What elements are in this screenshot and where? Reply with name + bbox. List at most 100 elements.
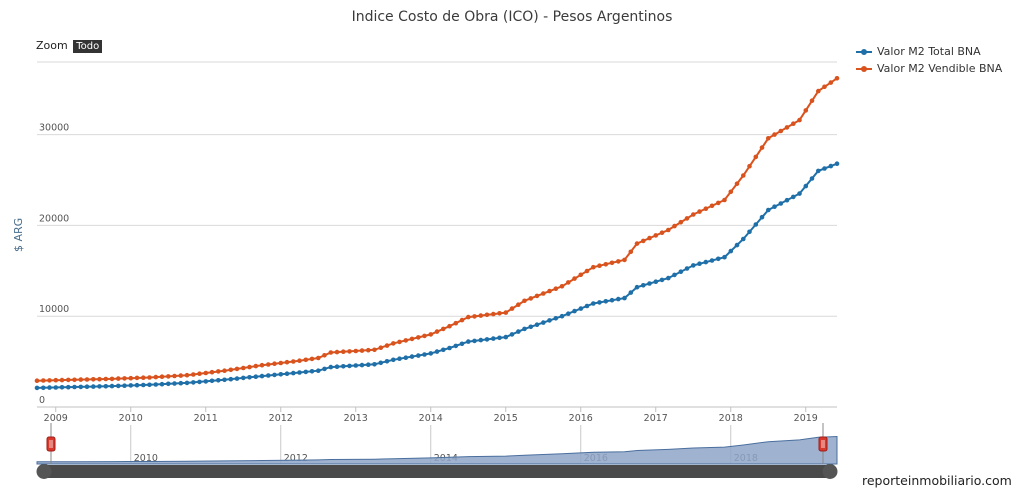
series-point bbox=[584, 268, 590, 274]
series-point bbox=[353, 348, 359, 354]
x-tick-labels: 2009 2010 2011 2012 2013 2014 2015 2016 2017 2018… bbox=[37, 406, 837, 424]
series-line bbox=[36, 77, 838, 382]
series-point bbox=[647, 281, 652, 286]
series-point bbox=[172, 373, 177, 379]
x-tick-label: 2011 bbox=[194, 413, 218, 424]
series-point bbox=[128, 375, 134, 381]
series-point bbox=[466, 314, 471, 320]
series-point bbox=[653, 233, 659, 238]
series-point bbox=[516, 329, 521, 334]
series-point bbox=[828, 80, 834, 85]
series-point bbox=[659, 230, 665, 235]
series-point bbox=[253, 374, 259, 380]
series-point bbox=[803, 183, 809, 189]
series-point bbox=[578, 306, 584, 311]
series-point bbox=[434, 349, 440, 354]
scrollbar-right-button[interactable] bbox=[822, 464, 838, 479]
series-point bbox=[822, 84, 827, 90]
series-point bbox=[559, 313, 565, 319]
series-point bbox=[609, 297, 615, 303]
series-point bbox=[166, 381, 171, 387]
series-point bbox=[222, 377, 227, 383]
series-point bbox=[503, 310, 509, 315]
series-point bbox=[47, 378, 52, 383]
series-point bbox=[353, 363, 359, 368]
series-point bbox=[453, 320, 459, 326]
series-point bbox=[391, 341, 396, 346]
series-point bbox=[622, 295, 627, 301]
legend-marker-vendible-icon bbox=[856, 65, 872, 72]
legend-item-total[interactable]: Valor M2 Total BNA bbox=[856, 43, 1002, 60]
series-layer bbox=[34, 76, 840, 391]
legend-label-vendible: Valor M2 Vendible BNA bbox=[877, 62, 1003, 75]
series-point bbox=[409, 354, 415, 359]
series-point bbox=[522, 298, 527, 304]
series-point bbox=[416, 353, 421, 358]
series-point bbox=[34, 385, 40, 391]
y-tick-label: 30000 bbox=[39, 123, 69, 134]
series-point bbox=[384, 343, 390, 348]
series-point bbox=[734, 181, 740, 186]
series-point bbox=[284, 359, 290, 365]
series-point bbox=[584, 303, 590, 309]
series-point bbox=[134, 382, 140, 388]
series-point bbox=[228, 367, 234, 373]
series-point bbox=[747, 229, 752, 235]
watermark: reporteinmobiliario.com bbox=[862, 473, 1012, 488]
series-point bbox=[209, 369, 215, 375]
series-point bbox=[359, 348, 365, 353]
series-point bbox=[784, 197, 790, 203]
series-point bbox=[78, 384, 84, 390]
series-point bbox=[603, 262, 609, 267]
series-point bbox=[159, 374, 165, 380]
series-point bbox=[441, 326, 446, 332]
series-point bbox=[122, 376, 127, 381]
series-point bbox=[447, 323, 452, 329]
zoom-all-button[interactable]: Todo bbox=[73, 40, 103, 53]
series-point bbox=[41, 385, 46, 391]
legend-item-vendible[interactable]: Valor M2 Vendible BNA bbox=[856, 60, 1002, 77]
series-point bbox=[722, 254, 727, 260]
series-point bbox=[247, 375, 252, 380]
series-point bbox=[278, 372, 284, 377]
series-point bbox=[216, 369, 221, 374]
series-point bbox=[428, 332, 434, 337]
series-point bbox=[753, 222, 759, 227]
x-tick-label: 2019 bbox=[794, 413, 818, 424]
series-point bbox=[628, 249, 634, 255]
series-point bbox=[403, 338, 409, 343]
x-tick-label: 2015 bbox=[494, 413, 518, 424]
series-point bbox=[59, 377, 65, 383]
series-point bbox=[591, 264, 596, 270]
series-point bbox=[347, 349, 352, 354]
series-point bbox=[534, 322, 540, 328]
series-point bbox=[791, 121, 796, 126]
series-point bbox=[797, 191, 802, 196]
series-point bbox=[528, 324, 534, 330]
series-point bbox=[241, 365, 246, 371]
series-point bbox=[66, 377, 71, 383]
navigator-left-handle[interactable] bbox=[46, 436, 56, 452]
scrollbar-track[interactable] bbox=[37, 465, 837, 478]
series-point bbox=[334, 349, 340, 355]
scrollbar-left-button[interactable] bbox=[36, 464, 52, 479]
series-point bbox=[697, 209, 702, 214]
series-point bbox=[378, 345, 384, 351]
series-point bbox=[147, 375, 152, 380]
series-point bbox=[397, 356, 402, 362]
navigator-area bbox=[36, 435, 838, 465]
series-point bbox=[234, 376, 240, 381]
y-tick-label: 0 bbox=[39, 395, 45, 406]
series-point bbox=[422, 333, 427, 339]
navigator-right-handle[interactable] bbox=[818, 436, 828, 452]
series-point bbox=[122, 383, 127, 389]
series-point bbox=[828, 163, 834, 169]
navigator[interactable]: 20102012201420162018 bbox=[36, 423, 838, 479]
series-point bbox=[816, 168, 821, 174]
series-point bbox=[97, 384, 102, 389]
series-point bbox=[303, 357, 309, 363]
series-point bbox=[741, 173, 746, 178]
series-point bbox=[609, 260, 615, 266]
series-point bbox=[672, 272, 677, 278]
series-point bbox=[134, 375, 140, 381]
